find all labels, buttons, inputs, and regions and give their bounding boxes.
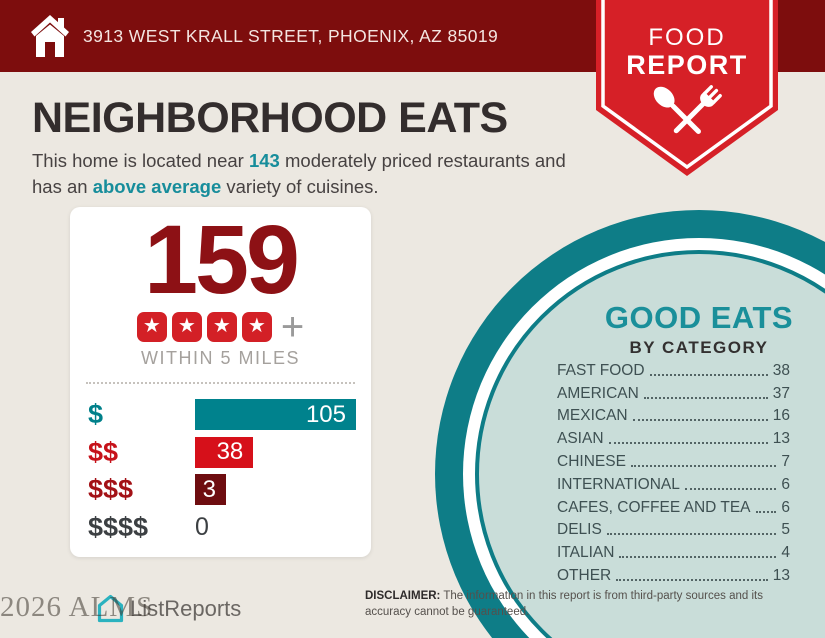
category-row: ASIAN 13: [557, 425, 790, 448]
category-name: INTERNATIONAL: [557, 475, 680, 493]
home-icon: [31, 15, 69, 57]
category-count: 7: [781, 452, 790, 470]
subtitle-part3: variety of cuisines.: [226, 176, 379, 197]
dotted-leader: [616, 578, 768, 581]
category-count: 6: [781, 475, 790, 493]
disclaimer: DISCLAIMER: The information in this repo…: [365, 589, 801, 620]
listreports-house-icon: [97, 594, 124, 623]
dotted-divider: [86, 382, 355, 384]
category-row: OTHER 13: [557, 562, 790, 585]
category-name: DELIS: [557, 521, 602, 539]
category-list: FAST FOOD 38 AMERICAN 37 MEXICAN 16 ASIAN 13 CHI…: [557, 357, 790, 585]
category-name: MEXICAN: [557, 407, 628, 425]
dotted-leader: [643, 396, 768, 399]
price-bar-row: $$$ 3: [88, 474, 356, 505]
badge-text: FOOD REPORT: [596, 25, 778, 80]
star-icon: ★: [206, 312, 237, 342]
dotted-leader: [608, 442, 768, 445]
price-bar-row: $$$$ 0: [88, 512, 356, 543]
good-eats-header: GOOD EATS BY CATEGORY: [479, 300, 825, 358]
dotted-leader: [632, 419, 768, 422]
page-title: NEIGHBORHOOD EATS: [32, 94, 508, 142]
bar: 105: [195, 399, 356, 430]
category-row: DELIS 5: [557, 517, 790, 540]
price-level-label: $$$$: [88, 511, 149, 542]
category-name: CHINESE: [557, 452, 626, 470]
star-icon: ★: [241, 312, 272, 342]
disclaimer-text: The information in this report is from t…: [365, 590, 763, 618]
restaurant-count: 159: [144, 205, 300, 314]
category-row: ITALIAN 4: [557, 539, 790, 562]
category-name: AMERICAN: [557, 384, 639, 402]
good-eats-circle: GOOD EATS BY CATEGORY FAST FOOD 38 AMERICA…: [475, 250, 825, 638]
price-bar-row: $$ 38: [88, 436, 356, 468]
dotted-leader: [630, 464, 777, 467]
plus-sign: +: [280, 305, 305, 349]
category-row: FAST FOOD 38: [557, 357, 790, 380]
category-count: 16: [772, 407, 790, 425]
stock-watermark: 2026 ALMS: [0, 591, 154, 623]
category-row: CAFES, COFFEE AND TEA 6: [557, 494, 790, 517]
price-level-label: $$: [88, 436, 119, 467]
category-row: MEXICAN 16: [557, 403, 790, 426]
radius-label: WITHIN 5 MILES: [140, 348, 300, 368]
dotted-leader: [606, 533, 777, 536]
price-level-label: $: [88, 399, 104, 429]
category-count: 38: [772, 361, 790, 379]
restaurant-summary-card: 159 ★ ★ ★ ★ + WITHIN 5 MILES $105 $$ 38 $$$ 3 $$…: [70, 207, 371, 557]
fork-spoon-icon: [653, 85, 722, 134]
category-count: 13: [772, 566, 790, 584]
category-count: 5: [781, 521, 790, 539]
bar: 38: [195, 436, 254, 468]
good-eats-title: GOOD EATS: [604, 300, 794, 335]
subtitle-part1: This home is located near: [32, 150, 244, 171]
bar: 3: [195, 474, 226, 505]
property-address: 3913 WEST KRALL STREET, PHOENIX, AZ 8501…: [83, 25, 499, 46]
price-level-label: $$$: [88, 474, 134, 504]
above-average-highlight: above average: [92, 176, 222, 197]
star-icon: ★: [171, 312, 202, 342]
category-row: INTERNATIONAL 6: [557, 471, 790, 494]
category-name: ITALIAN: [557, 544, 615, 562]
badge-line1: FOOD: [648, 24, 726, 51]
category-row: CHINESE 7: [557, 448, 790, 471]
category-name: FAST FOOD: [557, 361, 645, 379]
listreports-logo: ListReports: [97, 594, 241, 623]
category-count: 6: [781, 498, 790, 516]
dotted-leader: [649, 373, 768, 376]
category-name: ASIAN: [557, 430, 604, 448]
restaurant-count-inline: 143: [248, 150, 280, 171]
badge-line2: REPORT: [626, 49, 748, 80]
listreports-logo-text: ListReports: [130, 595, 242, 621]
subtitle-part2: moderately priced restaurants and has an: [32, 150, 566, 197]
category-count: 13: [772, 430, 790, 448]
rating-row: ★ ★ ★ ★ +: [70, 305, 371, 349]
dotted-leader: [755, 510, 777, 513]
category-count: 37: [772, 384, 790, 402]
good-eats-subtitle: BY CATEGORY: [629, 338, 769, 357]
food-report-badge: [596, 0, 778, 176]
price-level-bar-chart: $105 $$ 38 $$$ 3 $$$$ 0: [88, 399, 356, 543]
price-bar-row: $105: [88, 399, 356, 430]
disclaimer-label: DISCLAIMER:: [365, 590, 441, 602]
category-row: AMERICAN 37: [557, 380, 790, 403]
star-icon: ★: [136, 312, 167, 342]
star-rating: ★ ★ ★ ★: [136, 312, 272, 342]
subtitle: This home is located near 143 moderately…: [32, 148, 600, 200]
category-name: CAFES, COFFEE AND TEA: [557, 498, 751, 516]
bar-zero-value: 0: [195, 512, 209, 541]
dotted-leader: [619, 556, 777, 559]
category-count: 4: [781, 544, 790, 562]
category-name: OTHER: [557, 566, 612, 584]
dotted-leader: [684, 487, 777, 490]
